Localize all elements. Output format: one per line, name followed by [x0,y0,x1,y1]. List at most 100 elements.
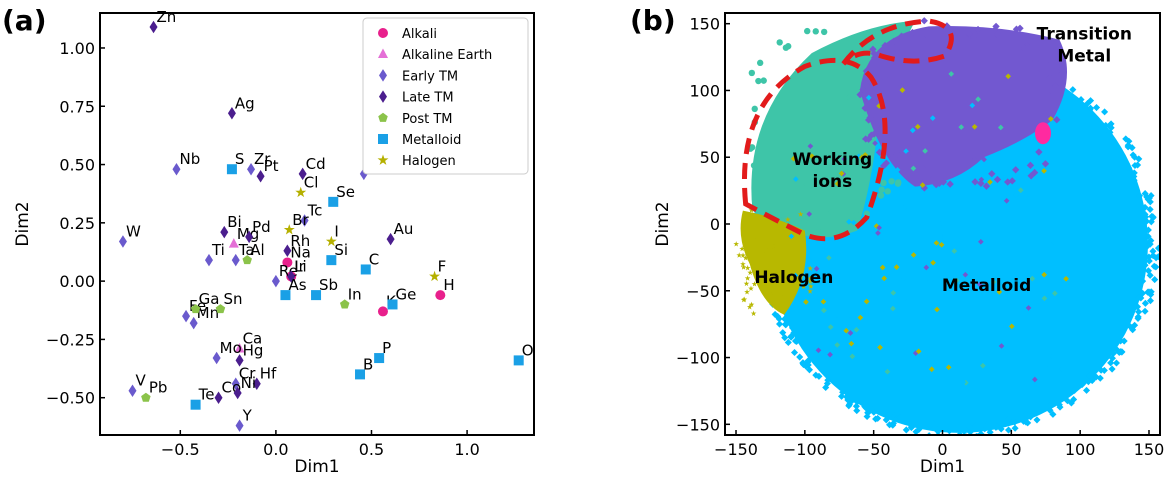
scatter-point [1041,295,1048,302]
working-ions-point [878,186,885,193]
scatter-point [893,264,900,270]
working-ions-point [880,179,887,187]
transition-metal-point [992,22,1000,31]
halogen-point [733,241,740,247]
scatter-point [948,71,955,77]
transition-metal-point [920,17,928,25]
halogen-point [774,271,780,278]
transition-metal-point [919,173,928,181]
transition-metal-point [897,163,906,172]
scatter-point [813,171,820,178]
metalloid-point [782,321,790,329]
transition-metal-point [946,180,954,188]
halogen-point [776,289,782,295]
scatter-point [909,127,916,134]
halogen-point [739,245,745,252]
transition-metal-point [908,28,917,37]
transition-metal-point [988,170,996,178]
point-label-S: S [235,150,245,168]
metalloid-point [976,424,985,432]
data-point-Mo [212,351,221,365]
scatter-point [940,179,947,186]
point-label-Ta: Ta [238,241,255,259]
top-dashed-outline [841,18,954,66]
halogen-point [771,290,777,296]
metalloid-point [801,344,809,352]
scatter-point [953,277,960,284]
data-point-Br [283,224,295,235]
working-ions-point [820,28,828,36]
halogen-point [807,275,814,281]
halogen-point [768,281,775,288]
scatter-point [910,252,917,258]
transition-metal-point [977,179,985,188]
halogen-point [807,265,814,271]
point-label-C: C [369,250,379,268]
halogen-point [796,271,802,278]
working-ions-point [748,69,756,77]
data-point-K [377,306,388,317]
legend-marker-alkali [378,28,388,38]
panel-b: (b) −150 −100 −50 0 50 100 150 −150 −100 −50 0 50 100… [630,0,1165,486]
scatter-point [941,246,948,253]
halogen-point [792,282,799,289]
scatter-point [1052,290,1058,297]
point-label-Tc: Tc [307,202,323,220]
metalloid-point [838,392,846,400]
scatter-point [894,167,901,173]
point-label-V: V [136,372,147,390]
x-tick-label: 50 [1001,440,1021,459]
point-label-Ti: Ti [211,241,225,259]
point-label-Si: Si [334,241,348,259]
scatter-point [820,298,827,305]
point-label-Sn: Sn [223,290,242,308]
region-label-halogen: Halogen [754,268,833,288]
scatter-point [923,264,930,271]
metalloid-point [790,348,799,357]
point-label-Li: Li [294,257,307,275]
halogen-point [748,207,755,213]
transition-metal-point [881,41,889,50]
metalloid-point [985,420,993,428]
transition-metal-point [1012,166,1020,174]
data-point-Mg [228,238,239,248]
scatter-point [1048,116,1054,122]
scatter-point [991,288,998,294]
scatter-point [901,204,907,211]
metalloid-point [1014,414,1022,422]
scatter-point [1029,275,1036,282]
scatter-point [809,153,815,159]
scatter-point [1019,140,1025,147]
scatter-point [848,340,855,347]
metalloid-point [997,425,1005,433]
halogen-point [807,288,813,294]
metalloid-point [872,415,880,423]
point-label-O: O [522,341,534,359]
data-point-Si [326,255,337,266]
y-tick-label: 0.50 [59,156,95,175]
x-tick-label: 1.0 [454,440,479,459]
halogen-point [777,293,784,299]
region-label-line: Working [793,150,873,170]
scatter-point [813,265,820,272]
scatter-point [1005,73,1012,80]
metalloid-point [1092,104,1101,112]
legend-marker-metalloid [378,134,388,144]
scatter-point [847,330,854,336]
scatter-point [828,209,834,215]
point-label-Sb: Sb [319,276,338,294]
data-point-In [339,299,350,309]
data-point-Se [328,196,339,207]
y-tick-label: 0.25 [59,214,95,233]
metalloid-point [929,420,937,428]
scatter-point [931,279,938,286]
point-label-As: As [288,276,306,294]
working-ions-dashed-outline [741,57,888,242]
scatter-point [838,170,845,177]
scatter-point [987,179,993,185]
y-tick-label: −0.25 [46,330,95,349]
x-tick-label: −100 [783,440,827,459]
data-point-Ag [227,107,236,120]
data-point-Ta [231,253,240,267]
